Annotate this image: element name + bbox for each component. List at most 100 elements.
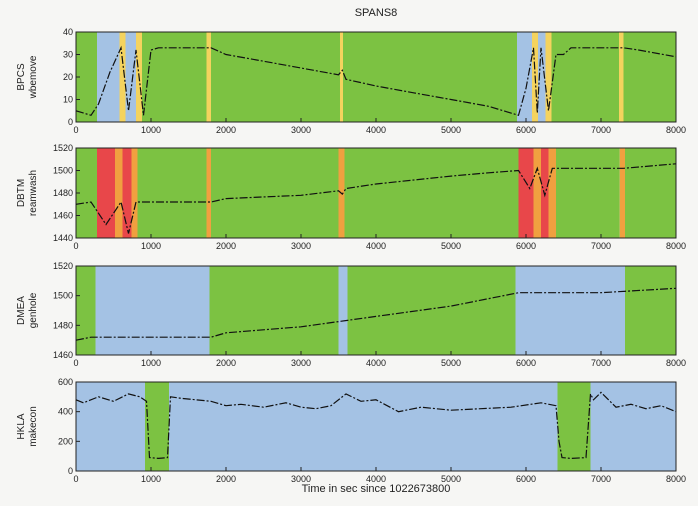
state-band: [515, 266, 625, 355]
x-tick-label: 4000: [366, 474, 386, 484]
state-band: [557, 382, 591, 471]
subplot-4: 0 1000 2000 3000 4000 5000 6000 7000 8000 0 200 400…: [16, 377, 686, 484]
x-tick-label: 3000: [291, 358, 311, 368]
x-tick-label: 7000: [591, 241, 611, 251]
series-line: [75, 163, 677, 234]
state-band: [619, 32, 624, 122]
x-tick-label: 7000: [591, 474, 611, 484]
x-tick-label: 1000: [141, 474, 161, 484]
x-tick-label: 1000: [141, 358, 161, 368]
x-tick-label: 2000: [216, 474, 236, 484]
x-tick-label: 5000: [441, 474, 461, 484]
y-axis-label: wbemove: [28, 55, 39, 99]
state-band: [206, 148, 211, 238]
series-line: [75, 287, 677, 341]
y-tick-label: 0: [68, 466, 73, 476]
x-tick-label: 0: [73, 125, 78, 135]
y-axis-label: DMEA: [16, 296, 27, 325]
x-tick-label: 6000: [516, 125, 536, 135]
x-tick-label: 5000: [441, 241, 461, 251]
y-tick-label: 10: [63, 95, 73, 105]
state-band: [97, 148, 115, 238]
state-band: [142, 32, 207, 122]
state-band: [76, 266, 96, 355]
state-band: [95, 266, 210, 355]
state-band: [533, 148, 541, 238]
state-band: [343, 32, 517, 122]
x-tick-label: 6000: [516, 358, 536, 368]
state-band: [538, 32, 546, 122]
x-tick-label: 8000: [666, 241, 686, 251]
state-band: [340, 32, 343, 122]
y-tick-label: 200: [58, 436, 73, 446]
state-band: [347, 266, 516, 355]
y-tick-label: 1480: [53, 320, 73, 330]
y-tick-label: 30: [63, 50, 73, 60]
state-band: [623, 32, 676, 122]
state-band: [119, 32, 126, 122]
y-tick-label: 1500: [53, 166, 73, 176]
x-tick-label: 4000: [366, 241, 386, 251]
y-tick-label: 600: [58, 377, 73, 387]
x-tick-label: 7000: [591, 358, 611, 368]
y-tick-label: 400: [58, 407, 73, 417]
y-axis-label: HKLA: [16, 413, 27, 439]
x-tick-label: 1000: [141, 241, 161, 251]
subplot-3: 0 1000 2000 3000 4000 5000 6000 7000 8000 1460 148…: [16, 261, 686, 368]
state-band: [344, 148, 519, 238]
x-tick-label: 4000: [366, 358, 386, 368]
state-band: [551, 32, 619, 122]
x-tick-label: 2000: [216, 125, 236, 135]
y-tick-label: 20: [63, 72, 73, 82]
state-band: [211, 148, 339, 238]
state-band: [131, 148, 138, 238]
x-tick-label: 2000: [216, 241, 236, 251]
x-tick-label: 6000: [516, 241, 536, 251]
y-tick-label: 1500: [53, 291, 73, 301]
x-tick-label: 3000: [291, 474, 311, 484]
x-tick-label: 8000: [666, 474, 686, 484]
y-tick-label: 40: [63, 27, 73, 37]
y-tick-label: 1440: [53, 233, 73, 243]
state-band: [209, 266, 339, 355]
state-band: [548, 148, 556, 238]
state-band: [211, 32, 340, 122]
y-axis-label: BPCS: [16, 63, 27, 91]
x-tick-label: 3000: [291, 125, 311, 135]
y-tick-label: 1460: [53, 211, 73, 221]
state-band: [625, 148, 676, 238]
state-band: [76, 32, 97, 122]
x-tick-label: 1000: [141, 125, 161, 135]
state-band: [169, 382, 558, 471]
state-band: [122, 148, 132, 238]
y-axis-label: DBTM: [16, 179, 27, 207]
state-band: [137, 148, 207, 238]
x-tick-label: 5000: [441, 125, 461, 135]
x-tick-label: 0: [73, 358, 78, 368]
series-line: [75, 391, 677, 460]
state-band: [517, 32, 532, 122]
state-band: [125, 32, 136, 122]
state-band: [619, 148, 625, 238]
x-tick-label: 2000: [216, 358, 236, 368]
y-axis-label: genhole: [28, 292, 39, 328]
x-tick-label: 8000: [666, 125, 686, 135]
x-tick-label: 5000: [441, 358, 461, 368]
x-tick-label: 0: [73, 241, 78, 251]
state-band: [206, 32, 211, 122]
state-band: [556, 148, 620, 238]
chart-title: SPANS8: [355, 7, 398, 19]
subplot-1: 0 1000 2000 3000 4000 5000 6000 7000 8000 0 10 20 30…: [16, 27, 686, 135]
state-band: [545, 32, 552, 122]
x-tick-label: 7000: [591, 125, 611, 135]
state-band: [115, 148, 123, 238]
y-tick-label: 1520: [53, 143, 73, 153]
y-axis-label: reamwash: [28, 170, 39, 216]
state-band: [145, 382, 169, 471]
y-tick-label: 1520: [53, 261, 73, 271]
subplot-2: 0 1000 2000 3000 4000 5000 6000 7000 8000 1440 146…: [16, 143, 686, 251]
x-tick-label: 0: [73, 474, 78, 484]
series-line: [75, 45, 677, 117]
x-tick-label: 8000: [666, 358, 686, 368]
